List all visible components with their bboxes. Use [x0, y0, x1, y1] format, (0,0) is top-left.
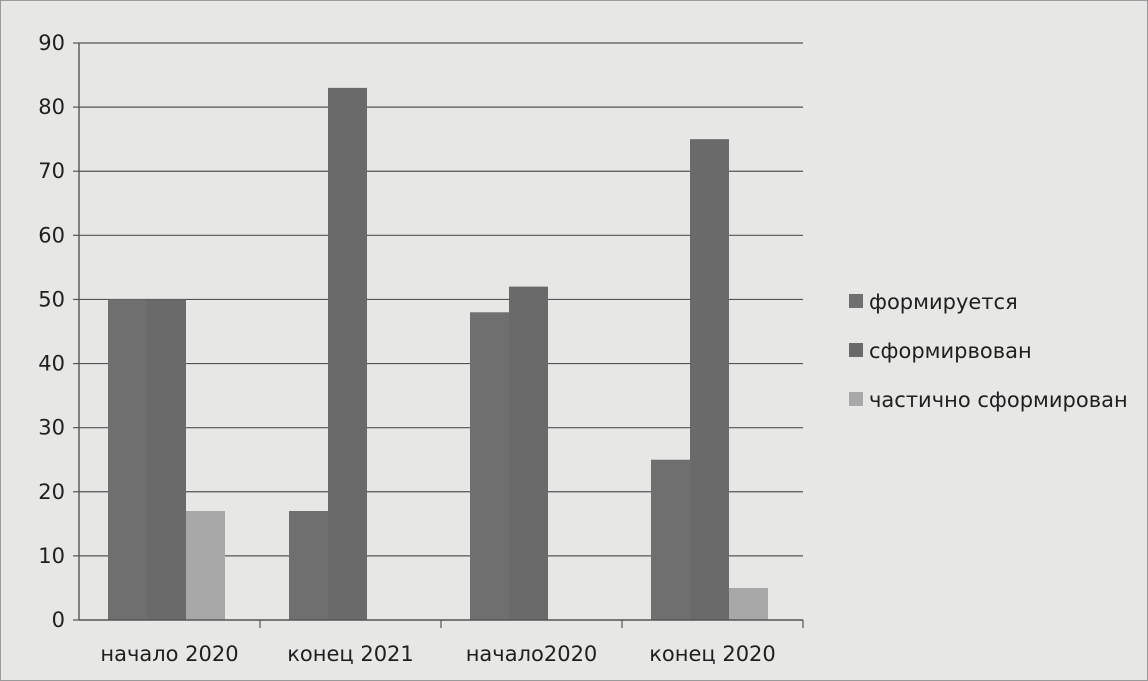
x-tick-label: начало 2020	[100, 642, 238, 666]
gridlines	[79, 42, 803, 557]
bars	[108, 87, 768, 620]
bar-2-3	[509, 286, 548, 620]
bar-2-2	[328, 87, 367, 620]
y-tick-label: 70	[38, 159, 65, 183]
y-tick-label: 60	[38, 223, 65, 247]
legend-swatch	[849, 343, 863, 357]
bar-1-1	[108, 299, 147, 620]
legend-label: формируется	[869, 290, 1018, 314]
y-tick-label: 10	[38, 544, 65, 568]
y-tick-label: 50	[38, 287, 65, 311]
x-tick-label: конец 2021	[287, 642, 414, 666]
bar-1-4	[651, 459, 690, 620]
axes	[73, 42, 804, 628]
x-tick-label: начало2020	[466, 642, 598, 666]
bar-2-4	[690, 139, 729, 620]
bar-3-1	[186, 511, 225, 620]
y-tick-label: 80	[38, 95, 65, 119]
legend-swatch	[849, 294, 863, 308]
x-tick-labels: начало 2020 конец 2021 начало2020 конец 202…	[100, 642, 775, 666]
bar-2-1	[147, 299, 186, 620]
legend: формируется сформирвован частично сформиро…	[849, 290, 1128, 412]
bar-1-2	[289, 511, 328, 620]
y-tick-label: 20	[38, 480, 65, 504]
y-tick-label: 30	[38, 416, 65, 440]
x-tick-label: конец 2020	[649, 642, 776, 666]
legend-label: сформирвован	[869, 339, 1032, 363]
bar-3-4	[729, 587, 768, 620]
y-tick-label: 40	[38, 352, 65, 376]
y-tick-labels: 0 10 20 30 40 50 60 70 80 90	[38, 31, 65, 632]
bar-1-3	[470, 312, 509, 620]
y-tick-label: 90	[38, 31, 65, 55]
y-tick-label: 0	[52, 608, 65, 632]
legend-label: частично сформирован	[869, 388, 1128, 412]
legend-swatch	[849, 392, 863, 406]
